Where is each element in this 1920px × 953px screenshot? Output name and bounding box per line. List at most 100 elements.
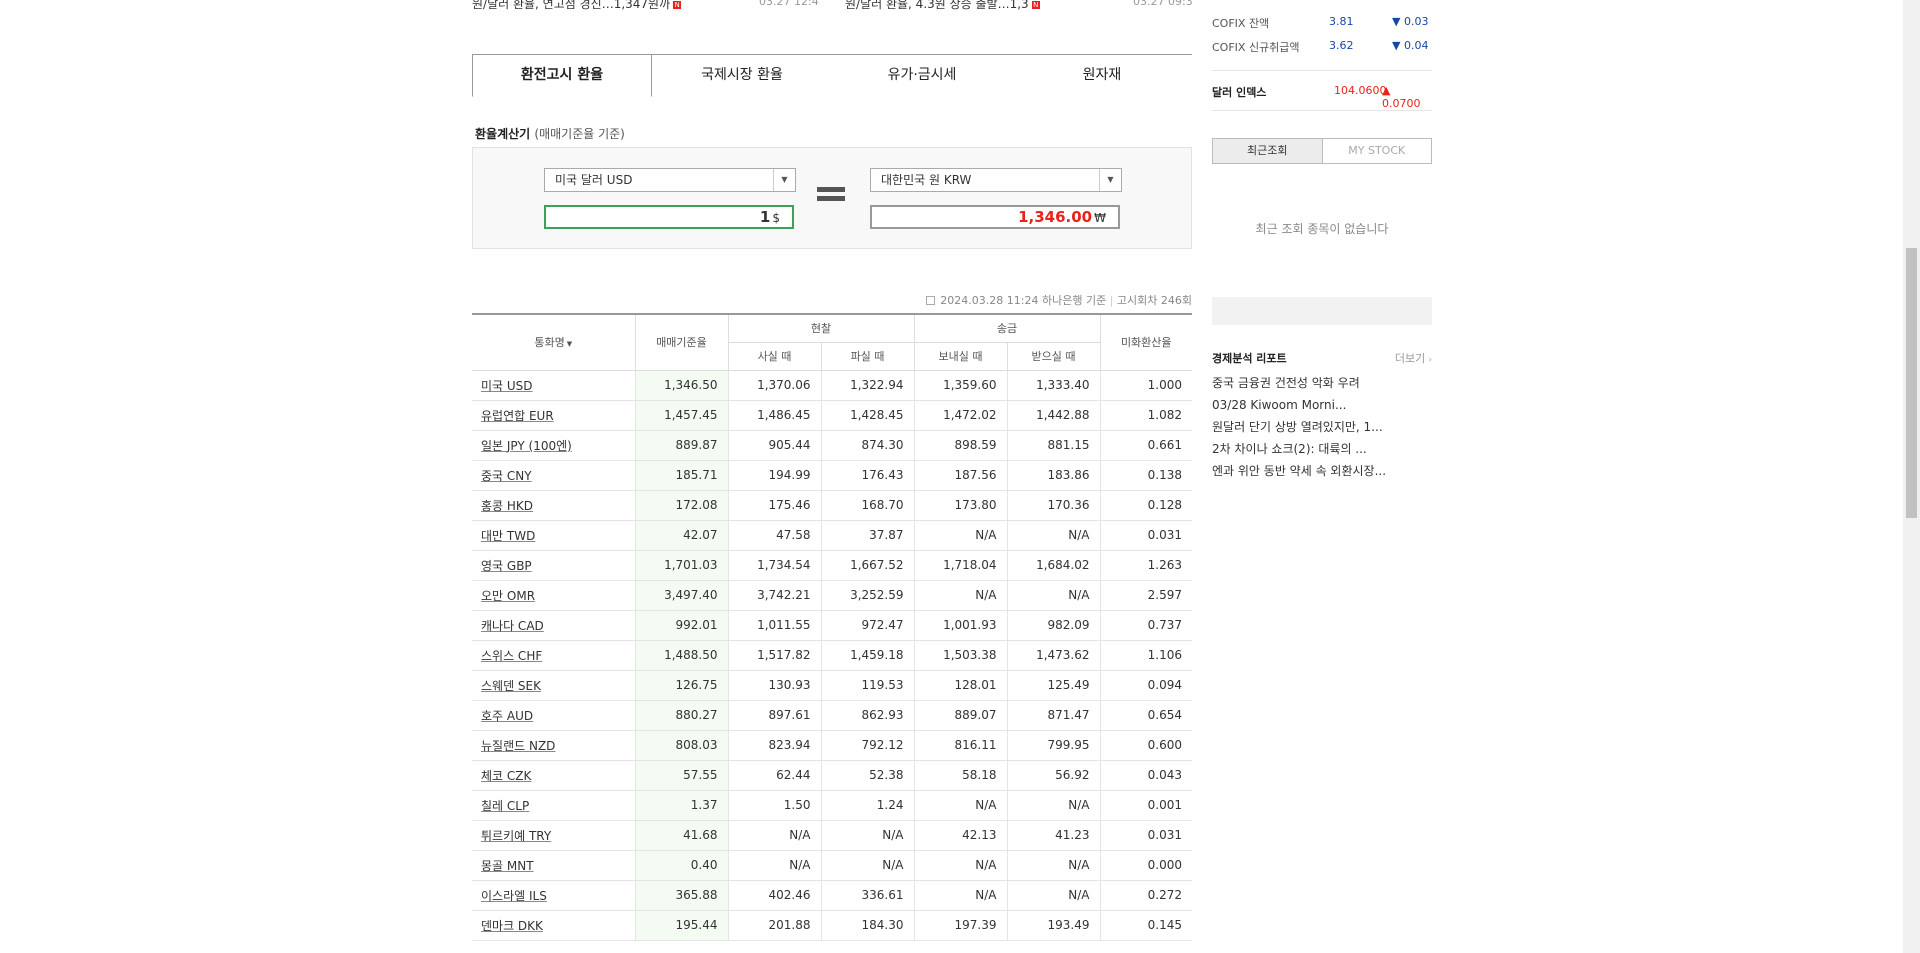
dollar-index-row[interactable]: 달러 인덱스 104.0600 ▲ 0.0700 [1212,84,1432,110]
rate-cell: 1,459.18 [820,640,914,671]
table-row: 뉴질랜드 NZD 808.03 823.94 792.12 816.11 799.95 0.… [472,730,1192,761]
from-amount-input[interactable]: 1 $ [544,205,794,229]
tab-recent-view[interactable]: 최근조회 [1213,139,1323,163]
currency-link[interactable]: 덴마크 DKK [481,918,543,933]
calendar-icon [925,296,935,305]
currency-name-cell: 호주 AUD [472,700,635,731]
currency-link[interactable]: 호주 AUD [481,708,534,723]
new-badge: N [673,0,682,9]
header-base-rate: 매매기준율 [634,313,728,371]
report-list: 중국 금융권 건전성 악화 우려 03/28 Kiwoom Morni... 원… [1212,372,1432,482]
currency-link[interactable]: 유럽연합 EUR [481,408,554,423]
exchange-tabs: 환전고시 환율 국제시장 환율 유가·금시세 원자재 [472,54,1192,97]
rate-cell: 862.93 [820,700,914,731]
cofix-label: COFIX 잔액 [1212,17,1270,30]
rate-cell: 1.106 [1099,640,1192,671]
rate-cell: 1,472.02 [913,400,1007,431]
report-item[interactable]: 엔과 위안 동반 약세 속 외환시장... [1212,464,1387,478]
currency-link[interactable]: 미국 USD [481,378,533,393]
basis-round: 고시회차 246회 [1116,294,1192,307]
table-row: 유럽연합 EUR 1,457.45 1,486.45 1,428.45 1,472.02… [472,400,1192,431]
rate-cell: 128.01 [913,670,1007,701]
news-time: 03.27 09:35 [1133,0,1192,8]
to-currency-select[interactable]: 대한민국 원 KRW ▼ [870,168,1122,192]
cofix-row[interactable]: COFIX 잔액 3.81 ▼ 0.03 [1212,15,1432,31]
tab-international-market[interactable]: 국제시장 환율 [652,54,832,96]
rate-cell: 1,486.45 [727,400,821,431]
report-item[interactable]: 원달러 단기 상방 열려있지만, 1... [1212,420,1383,434]
rate-cell: 0.094 [1099,670,1192,701]
tab-my-stock[interactable]: MY STOCK [1322,139,1431,163]
rate-cell: 1,684.02 [1006,550,1100,581]
rate-cell: 0.001 [1099,790,1192,821]
currency-link[interactable]: 캐나다 CAD [481,618,544,633]
currency-name-cell: 체코 CZK [472,760,635,791]
rate-cell: 2.597 [1099,580,1192,611]
rate-cell: N/A [1006,580,1100,611]
header-currency-name[interactable]: 통화명 ▼ [472,313,635,371]
basis-date: 2024.03.28 11:24 [940,294,1039,307]
from-currency-select[interactable]: 미국 달러 USD ▼ [544,168,796,192]
divider [1212,70,1432,71]
tab-raw-materials[interactable]: 원자재 [1012,54,1192,96]
chevron-down-icon[interactable]: ▼ [773,169,795,191]
header-cash-sell: 파실 때 [820,342,914,371]
rate-cell: 52.38 [820,760,914,791]
currency-link[interactable]: 오만 OMR [481,588,536,603]
scrollbar-thumb[interactable] [1906,248,1917,518]
rate-cell: 119.53 [820,670,914,701]
news-item[interactable]: 원/달러 환율, 4.3원 상승 출발…1,3N 03.27 09:35 [845,0,1192,12]
dollar-unit: $ [772,211,780,225]
to-amount-output: 1,346.00 ₩ [870,205,1120,229]
rate-cell: N/A [1006,790,1100,821]
cofix-change: ▼ 0.04 [1392,39,1429,52]
rate-cell: 37.87 [820,520,914,551]
currency-link[interactable]: 뉴질랜드 NZD [481,738,556,753]
report-item[interactable]: 중국 금융권 건전성 악화 우려 [1212,376,1360,390]
rate-cell: N/A [913,520,1007,551]
header-cash-buy: 사실 때 [727,342,821,371]
rate-table-body: 미국 USD 1,346.50 1,370.06 1,322.94 1,359.60 1,… [472,370,1192,941]
currency-link[interactable]: 중국 CNY [481,468,532,483]
chevron-down-icon[interactable]: ▼ [1099,169,1121,191]
news-title[interactable]: 원/달러 환율, 4.3원 상승 출발…1,3 [845,0,1029,11]
rate-cell: 799.95 [1006,730,1100,761]
table-row: 홍콩 HKD 172.08 175.46 168.70 173.80 170.36 0.12… [472,490,1192,521]
currency-name-cell: 이스라엘 ILS [472,880,635,911]
currency-link[interactable]: 홍콩 HKD [481,498,534,513]
tab-exchange-notice[interactable]: 환전고시 환율 [472,54,652,97]
rate-cell: 874.30 [820,430,914,461]
page-scrollbar[interactable] [1903,0,1920,953]
currency-link[interactable]: 일본 JPY (100엔) [481,438,572,453]
rate-cell: 0.661 [1099,430,1192,461]
currency-link[interactable]: 대만 TWD [481,528,536,543]
report-item[interactable]: 03/28 Kiwoom Morni... [1212,398,1347,412]
currency-link[interactable]: 몽골 MNT [481,858,534,873]
report-item[interactable]: 2차 차이나 쇼크(2): 대륙의 ... [1212,442,1367,456]
currency-link[interactable]: 스위스 CHF [481,648,543,663]
rate-cell: 1,473.62 [1006,640,1100,671]
rate-cell: N/A [1006,880,1100,911]
rate-cell: 0.272 [1099,880,1192,911]
rate-cell: 172.08 [634,490,728,521]
currency-link[interactable]: 튀르키예 TRY [481,828,552,843]
rate-cell: 41.68 [634,820,728,851]
rate-cell: 195.44 [634,910,728,941]
currency-link[interactable]: 칠레 CLP [481,798,530,813]
rate-cell: 880.27 [634,700,728,731]
currency-name-cell: 칠레 CLP [472,790,635,821]
tab-oil-gold[interactable]: 유가·금시세 [832,54,1012,96]
more-link[interactable]: 더보기 › [1394,352,1432,365]
rate-cell: 1,517.82 [727,640,821,671]
currency-link[interactable]: 이스라엘 ILS [481,888,547,903]
news-title[interactable]: 원/달러 환율, 연고점 경신…1,347원까 [472,0,671,11]
table-row: 덴마크 DKK 195.44 201.88 184.30 197.39 193.49 0.1… [472,910,1192,941]
news-time: 03.27 12:46 [759,0,819,8]
cofix-row[interactable]: COFIX 신규취급액 3.62 ▼ 0.04 [1212,39,1432,55]
currency-name-cell: 일본 JPY (100엔) [472,430,635,461]
currency-link[interactable]: 영국 GBP [481,558,532,573]
sort-down-icon[interactable]: ▼ [566,340,573,349]
currency-link[interactable]: 체코 CZK [481,768,532,783]
currency-link[interactable]: 스웨덴 SEK [481,678,542,693]
